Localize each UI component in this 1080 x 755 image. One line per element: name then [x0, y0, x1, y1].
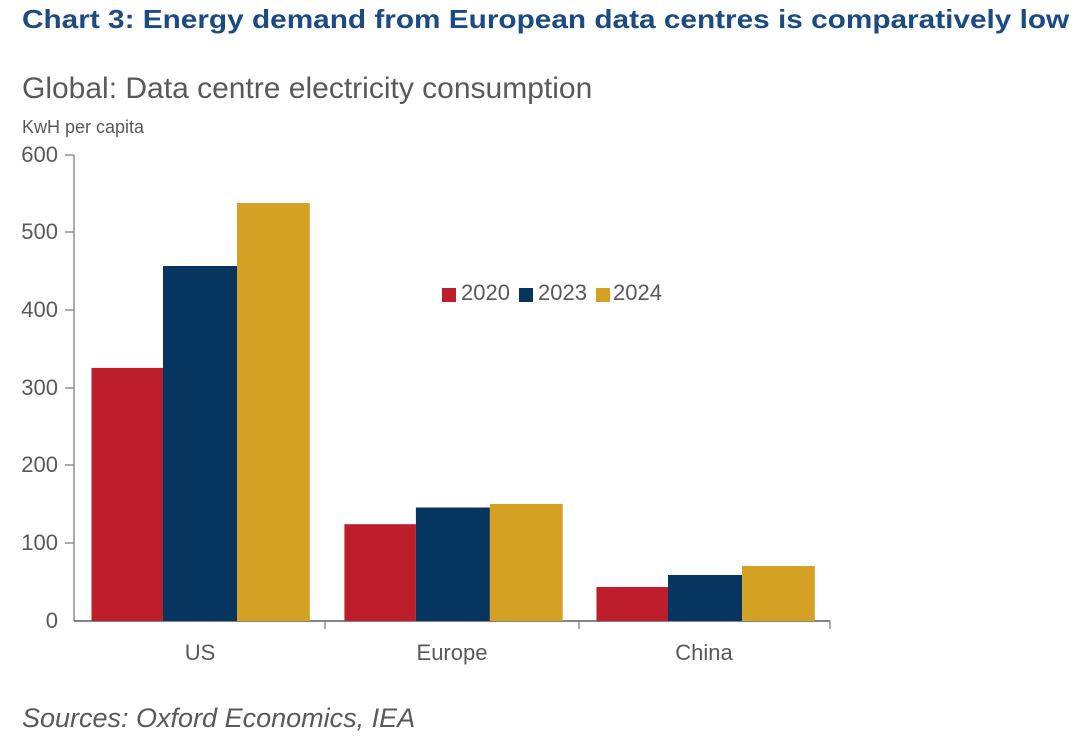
- svg-text:2023: 2023: [538, 280, 587, 305]
- svg-text:2020: 2020: [461, 280, 510, 305]
- svg-text:400: 400: [21, 297, 58, 322]
- svg-text:Europe: Europe: [417, 640, 488, 665]
- svg-text:2024: 2024: [613, 280, 662, 305]
- svg-text:US: US: [185, 640, 216, 665]
- svg-text:600: 600: [21, 142, 58, 167]
- svg-text:100: 100: [21, 530, 58, 555]
- svg-text:200: 200: [21, 452, 58, 477]
- svg-text:300: 300: [21, 375, 58, 400]
- svg-text:0: 0: [46, 608, 58, 633]
- svg-text:500: 500: [21, 219, 58, 244]
- svg-text:China: China: [675, 640, 733, 665]
